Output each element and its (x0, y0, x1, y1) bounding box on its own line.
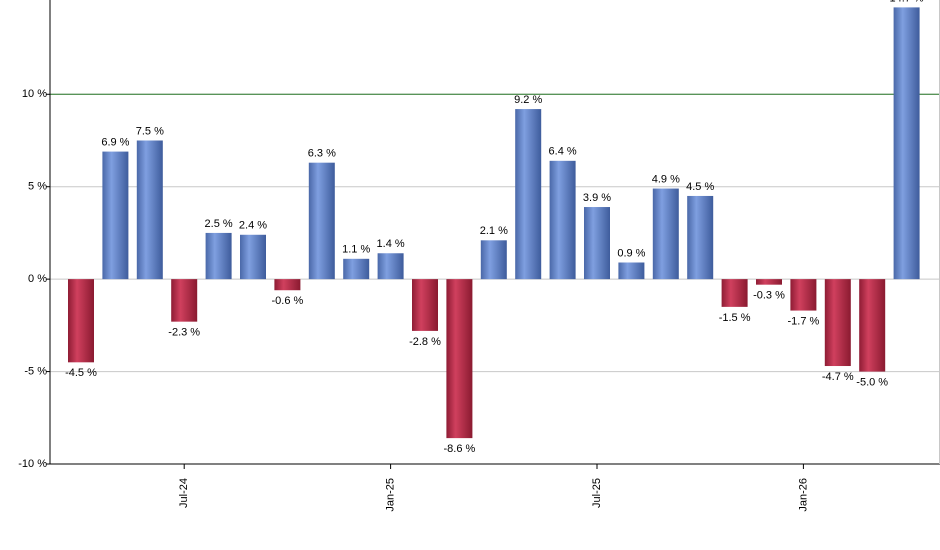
bar (893, 7, 920, 280)
value-label: 6.4 % (549, 146, 577, 158)
bar (549, 160, 576, 280)
value-label: 6.9 % (101, 136, 129, 148)
value-label: 2.4 % (239, 220, 267, 232)
bar (68, 279, 94, 363)
x-tick-label: Jul-25 (591, 478, 603, 508)
bar (756, 279, 782, 285)
value-label: 4.5 % (686, 181, 714, 193)
bar (205, 232, 232, 280)
bar (171, 279, 198, 322)
y-tick-label: 10 % (22, 88, 47, 100)
value-label: -0.6 % (272, 295, 304, 307)
bar (136, 140, 163, 280)
bar (377, 253, 404, 280)
y-tick-label: 0 % (28, 273, 47, 285)
bar (515, 109, 542, 280)
value-label: 6.3 % (308, 148, 336, 160)
value-label: -4.7 % (822, 371, 854, 383)
value-label: 4.9 % (652, 173, 680, 185)
value-label: -4.5 % (65, 367, 97, 379)
value-label: -1.7 % (788, 315, 820, 327)
bar (859, 279, 886, 372)
value-label: 9.2 % (514, 94, 542, 106)
y-tick-label: -5 % (24, 365, 47, 377)
bar (652, 188, 679, 280)
value-label: -1.5 % (719, 312, 751, 324)
x-tick-label: Jan-26 (797, 478, 809, 512)
y-tick-label: -10 % (18, 458, 47, 470)
bar (790, 279, 817, 311)
bar (824, 279, 851, 367)
value-label: -2.8 % (409, 336, 441, 348)
bar (343, 258, 370, 280)
bar (480, 240, 507, 280)
bar (102, 151, 129, 280)
value-label: 2.5 % (205, 218, 233, 230)
y-tick-label: 5 % (28, 181, 47, 193)
value-label: 14.7 % (889, 0, 923, 4)
value-label: 0.9 % (617, 247, 645, 259)
value-label: 3.9 % (583, 192, 611, 204)
value-label: 1.4 % (377, 238, 405, 250)
value-label: -8.6 % (444, 443, 476, 455)
bar (721, 279, 748, 307)
value-label: -2.3 % (168, 327, 200, 339)
bar (274, 279, 301, 291)
value-label: 7.5 % (136, 125, 164, 137)
value-label: 1.1 % (342, 244, 370, 256)
bar (240, 234, 266, 280)
bar (618, 262, 645, 280)
bar (446, 279, 473, 439)
bar (687, 195, 714, 280)
value-label: 2.1 % (480, 225, 508, 237)
x-tick-label: Jan-25 (385, 478, 397, 512)
bar (308, 162, 335, 280)
value-label: -0.3 % (753, 290, 785, 302)
bar (584, 207, 610, 280)
value-label: -5.0 % (856, 376, 888, 388)
bar (412, 279, 438, 331)
x-tick-label: Jul-24 (178, 478, 190, 508)
